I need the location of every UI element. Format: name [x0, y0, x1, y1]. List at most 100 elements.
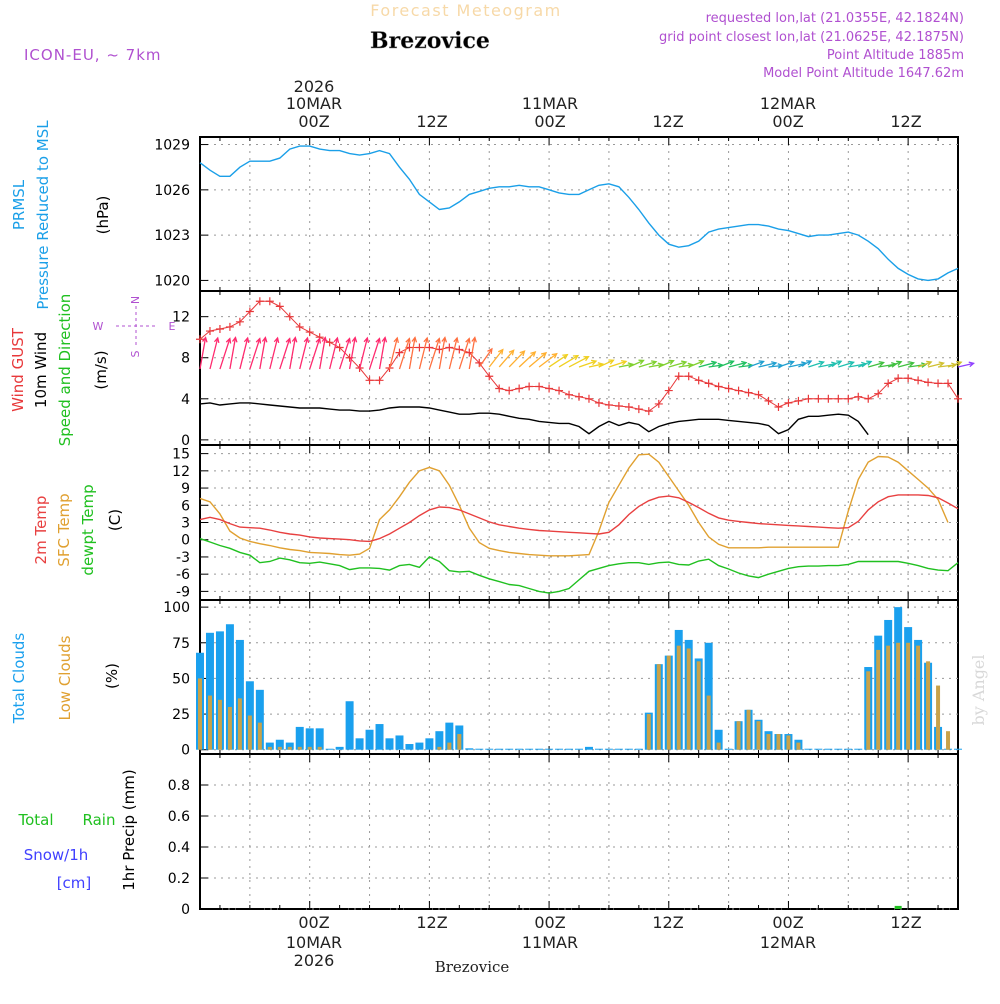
wind-gust-marker [235, 317, 244, 326]
wind-arrow-head [651, 360, 658, 366]
pressure-labels: PRMSL Pressure Reduced to MSL (hPa) [10, 120, 112, 310]
y-tick-label: 12 [172, 310, 190, 326]
low-cloud-bar [696, 661, 701, 750]
low-cloud-bar [257, 722, 262, 750]
wind-arrow-head [926, 360, 933, 367]
top-time-axis: 2026 10MAR 11MAR 12MAR 00Z 12Z 00Z 12Z 0… [286, 77, 922, 131]
wind-arrow-head [243, 336, 250, 343]
wind-arrow-head [487, 347, 493, 354]
wind-gust-marker [884, 379, 893, 388]
wind-arrow-head [225, 337, 232, 344]
wind-gust-marker [594, 398, 603, 407]
wind-direction-arrow [548, 354, 568, 368]
compass-east: E [169, 320, 176, 333]
low-cloud-bar [736, 721, 741, 750]
wind-gust-marker [834, 394, 843, 403]
wind-gust-marker [325, 338, 334, 347]
point-altitude: Point Altitude 1885m [827, 48, 964, 63]
total-cloud-bar [565, 748, 574, 750]
wind-gust-marker [934, 379, 943, 388]
wind-direction-arrow [219, 338, 231, 370]
total-cloud-bar [714, 729, 723, 750]
wind-arrow-head [315, 337, 322, 344]
total-cloud-bar [315, 728, 324, 750]
y-tick-label: 0 [181, 533, 190, 549]
wind-arrow-head [202, 336, 208, 343]
wind-arrow-head [938, 361, 945, 367]
wind-arrow-head [866, 360, 873, 366]
y-tick-label: 1026 [154, 183, 190, 199]
wind-gust-marker [495, 384, 504, 393]
total-clouds-label: Total Clouds [10, 633, 28, 725]
wind-direction-arrow [448, 337, 458, 370]
wind-direction-arrow [329, 337, 339, 370]
total-cloud-bar [954, 748, 962, 750]
wind-direction-arrow [309, 338, 321, 370]
wind-gust-marker [305, 328, 314, 337]
total-label: Total [17, 811, 53, 829]
low-cloud-bar [916, 645, 921, 750]
total-cloud-bar [465, 748, 474, 750]
wind-direction-arrow [558, 355, 579, 368]
low-cloud-bar [746, 709, 751, 750]
wind-gust-marker [604, 400, 613, 409]
y-tick-label: 0.8 [168, 778, 190, 794]
bottom-year-label: 2026 [294, 951, 335, 970]
wind-gust-marker [584, 394, 593, 403]
total-cloud-bar [584, 746, 593, 750]
total-cloud-bar [535, 748, 544, 750]
low-cloud-bar [866, 671, 871, 750]
wind-gust-marker [954, 394, 962, 403]
wind-arrow-head [375, 337, 381, 344]
wind-gust-marker [225, 322, 234, 331]
wind-gust-marker [874, 389, 883, 398]
wind-arrow-head [213, 336, 220, 343]
wind-direction-arrow [508, 350, 525, 368]
wind-arrow-head [381, 336, 388, 343]
wind-arrow-head [818, 360, 825, 367]
y-tick-label: 15 [172, 447, 190, 463]
low-cloud-bar [886, 645, 891, 750]
wind-arrow-head [351, 336, 358, 343]
wind-gust-marker [445, 343, 454, 352]
total-cloud-bar [604, 748, 613, 750]
wind-gust-marker [664, 386, 673, 395]
wind-direction-arrow [718, 360, 734, 368]
wind-direction-arrow [778, 361, 794, 368]
bottom-hour-label: 00Z [772, 913, 803, 932]
wind-arrow-head [363, 336, 370, 343]
wind-arrow-head [788, 360, 795, 366]
low-cloud-bar [686, 648, 691, 750]
wind-arrow-head [638, 359, 645, 365]
wind-direction-arrow [758, 362, 777, 368]
wind-arrow-head [508, 349, 515, 356]
low-cloud-bar [207, 695, 212, 750]
wind-direction-arrow [738, 364, 753, 368]
wind-direction-arrow [279, 338, 291, 370]
wind-gust-marker [754, 390, 763, 399]
wind-direction-arrow [957, 362, 974, 368]
wind-gust-marker [395, 348, 404, 357]
wind-arrow-head [806, 360, 813, 366]
wind-direction-arrow [378, 337, 386, 370]
wind-arrow-head [572, 354, 580, 361]
wind-gust-marker [435, 345, 444, 354]
bottom-date-label: 10MAR [286, 933, 342, 952]
total-cloud-bar [814, 748, 823, 750]
wind-gust-marker [245, 307, 254, 316]
wind-arrow-head [668, 359, 675, 365]
wind-gust-marker [285, 312, 294, 321]
wind-gust-marker [415, 343, 424, 352]
total-cloud-bar [724, 748, 733, 750]
wind-direction-arrow [818, 362, 837, 368]
y-tick-label: -9 [176, 584, 190, 600]
top-year-label: 2026 [294, 77, 335, 96]
total-cloud-bar [405, 744, 414, 750]
total-cloud-bar [305, 728, 314, 750]
sfc-temp-label: SFC Temp [55, 493, 73, 566]
total-cloud-bar [634, 748, 643, 750]
total-cloud-bar [425, 738, 434, 750]
wind-arrow-head [741, 360, 748, 367]
wind-direction-arrow [808, 361, 824, 368]
wind-direction-arrow [798, 360, 812, 368]
